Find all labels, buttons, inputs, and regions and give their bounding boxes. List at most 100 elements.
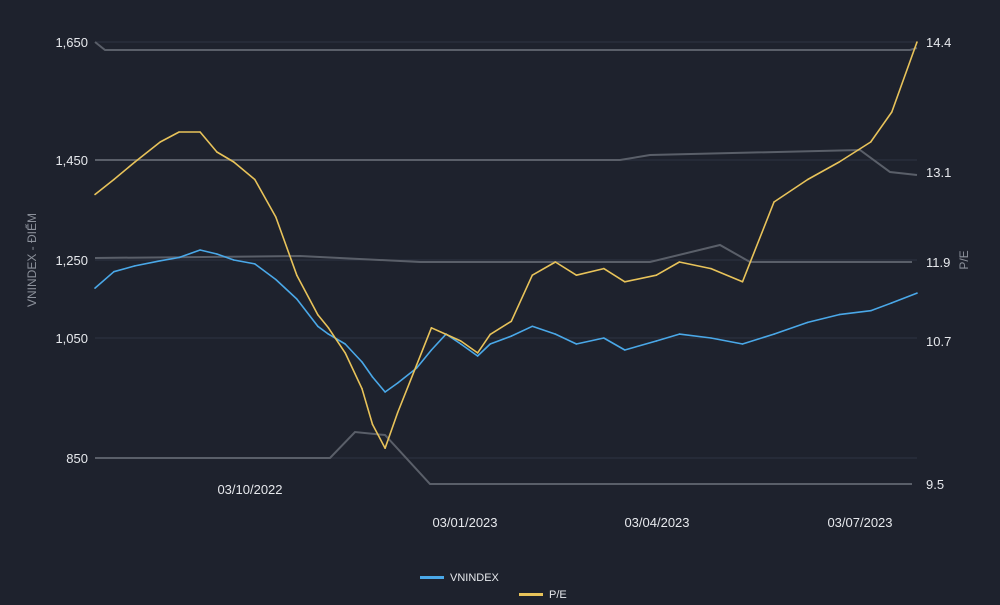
data-point	[678, 261, 681, 263]
data-point	[396, 411, 399, 414]
data-point	[94, 287, 96, 289]
legend-swatch-vnindex	[420, 576, 444, 579]
data-point	[344, 352, 347, 354]
data-point	[554, 333, 557, 335]
data-point	[603, 267, 605, 270]
y-right-label: P/E	[957, 250, 971, 269]
data-point	[199, 249, 201, 251]
data-point	[655, 340, 658, 342]
data-point	[869, 141, 872, 143]
data-point	[460, 340, 462, 342]
data-point	[741, 281, 744, 283]
data-point	[317, 325, 319, 328]
y-right-tick-label: 13.1	[926, 165, 951, 180]
data-point	[916, 41, 918, 43]
data-point	[773, 333, 775, 335]
data-point	[415, 364, 418, 366]
data-point	[624, 281, 626, 283]
data-point	[371, 423, 374, 426]
y-left-ticks: 1,650 1,450 1,250 1,050 850	[55, 35, 88, 466]
y-left-label: VNINDEX - ĐIỂM	[24, 213, 39, 307]
data-point	[216, 253, 218, 255]
x-tick-label: 03/10/2022	[217, 482, 282, 497]
data-point	[233, 259, 235, 261]
data-point	[489, 333, 492, 336]
data-point	[327, 327, 330, 329]
background-series-line-upper	[95, 148, 918, 176]
data-point	[430, 349, 433, 351]
data-point	[531, 325, 534, 328]
data-point	[710, 267, 712, 270]
data-point	[655, 274, 658, 277]
data-point	[838, 161, 840, 163]
data-point	[199, 131, 201, 133]
x-tick-label: 03/04/2023	[624, 515, 689, 530]
data-point	[624, 349, 626, 351]
data-point	[489, 343, 492, 345]
grid-lines	[95, 41, 917, 459]
data-point	[371, 376, 374, 378]
data-point	[384, 391, 386, 393]
data-point	[296, 298, 298, 300]
data-point	[396, 382, 399, 384]
data-point	[575, 274, 578, 277]
legend-label-vnindex: VNINDEX	[450, 572, 500, 584]
data-point	[254, 178, 256, 181]
legend: VNINDEX P/E	[420, 572, 567, 601]
x-tick-label: 03/01/2023	[432, 515, 497, 530]
data-point	[361, 361, 363, 363]
data-point	[460, 343, 462, 345]
y-left-tick-label: 1,050	[55, 331, 88, 346]
y-right-tick-label: 9.5	[926, 477, 944, 492]
data-point	[773, 201, 775, 203]
data-point	[891, 111, 893, 113]
data-point	[178, 256, 180, 259]
data-point	[159, 141, 161, 143]
data-point	[317, 313, 319, 316]
data-point	[510, 335, 513, 337]
data-point	[430, 327, 433, 329]
x-tick-label: 03/07/2023	[827, 515, 892, 530]
y-right-ticks: 14.4 13.1 11.9 10.7 9.5	[926, 35, 951, 492]
background-series-line	[94, 41, 918, 51]
legend-item-vnindex[interactable]: VNINDEX	[420, 572, 500, 584]
data-point	[554, 261, 557, 263]
data-point	[275, 278, 277, 281]
legend-item-pe[interactable]: P/E	[519, 589, 567, 601]
background-line	[94, 41, 918, 485]
data-point	[603, 337, 605, 339]
data-point	[178, 131, 180, 133]
series-line	[94, 249, 918, 393]
y-left-tick-label: 1,250	[55, 253, 88, 268]
y-right-tick-label: 11.9	[926, 255, 950, 270]
data-point	[113, 178, 115, 181]
data-point	[869, 309, 872, 312]
y-left-tick-label: 1,650	[55, 35, 88, 50]
data-point	[741, 343, 744, 345]
y-right-tick-label: 14.4	[926, 35, 951, 50]
data-point	[296, 274, 298, 277]
y-left-tick-label: 1,450	[55, 153, 88, 168]
series-p-e	[94, 41, 918, 450]
data-point	[476, 355, 479, 357]
data-point	[113, 270, 115, 273]
data-point	[327, 333, 330, 335]
data-point	[254, 263, 256, 265]
y-right-tick-label: 10.7	[926, 334, 951, 349]
background-series-line-lower	[95, 430, 912, 485]
data-point	[476, 352, 479, 354]
data-point	[275, 216, 277, 218]
data-point	[233, 161, 235, 163]
data-point	[891, 302, 893, 304]
data-point	[361, 387, 363, 390]
series-vnindex	[94, 249, 918, 393]
x-ticks: 03/10/2022 03/01/2023 03/04/2023 03/07/2023	[217, 482, 892, 530]
data-point	[806, 321, 809, 324]
series-line	[94, 41, 918, 450]
series-layer	[94, 41, 918, 450]
legend-swatch-pe	[519, 593, 543, 596]
data-point	[216, 151, 218, 153]
data-point	[575, 343, 578, 345]
data-point	[94, 193, 96, 196]
data-point	[134, 265, 136, 267]
